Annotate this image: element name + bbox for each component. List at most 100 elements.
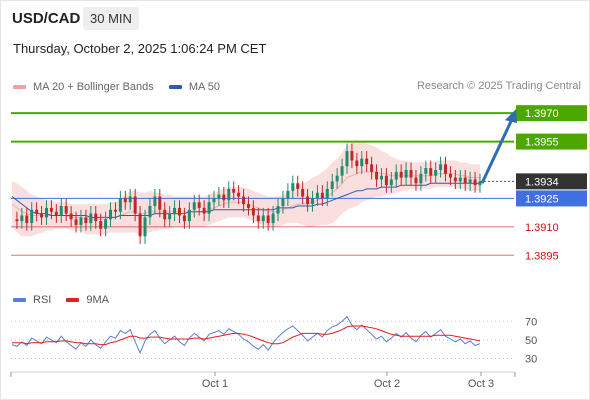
candle-body: [414, 177, 418, 184]
candle-body: [251, 207, 255, 216]
symbol-title: USD/CAD: [12, 10, 81, 27]
candle-body: [286, 190, 290, 199]
candle-body: [419, 173, 423, 184]
candle-body: [434, 170, 438, 176]
candle-body: [320, 192, 324, 199]
candle-body: [325, 188, 329, 199]
candle-body: [94, 213, 98, 222]
rsi-tick-2: 30: [525, 354, 537, 366]
candle-body: [168, 213, 172, 220]
candle-body: [153, 196, 157, 206]
candle-body: [370, 164, 374, 172]
ma9-swatch: [66, 298, 80, 302]
candle-body: [315, 192, 319, 199]
candle-body: [379, 175, 383, 180]
candle-body: [261, 215, 265, 222]
candle-body: [439, 164, 443, 170]
candle-body: [163, 209, 167, 220]
datetime-label: Thursday, October 2, 2025 1:06:24 PM CET: [13, 41, 267, 56]
candle-body: [40, 213, 44, 218]
level-label-4: 1.3910: [525, 222, 559, 234]
candle-body: [113, 209, 117, 212]
level-label-2: 1.3934: [525, 176, 559, 188]
legend-ma9: 9MA: [66, 294, 109, 306]
candle-body: [49, 207, 53, 212]
candle-body: [478, 181, 482, 186]
candle-body: [25, 215, 29, 224]
candle-body: [330, 181, 334, 189]
candle-body: [182, 215, 186, 222]
candle-body: [89, 213, 93, 224]
level-label-3: 1.3925: [525, 193, 559, 205]
x-tick-label-2: Oct 3: [468, 378, 494, 390]
candle-body: [54, 211, 58, 216]
candle-body: [394, 171, 398, 180]
candle-body: [217, 194, 221, 199]
candle-body: [207, 202, 211, 214]
candle-body: [158, 196, 162, 210]
candle-body: [123, 198, 127, 203]
candle-body: [143, 217, 147, 237]
timeframe-badge[interactable]: 30 MIN: [83, 7, 139, 30]
legend-ma50-label: MA 50: [188, 81, 221, 93]
candle-body: [118, 198, 122, 212]
candle-body: [306, 196, 310, 205]
candle-body: [291, 183, 295, 191]
candle-body: [69, 213, 73, 220]
candle-body: [246, 204, 250, 208]
candle-body: [301, 188, 305, 197]
level-box-0: [516, 105, 587, 122]
candle-body: [335, 175, 339, 182]
candle-body: [227, 188, 231, 201]
candle-body: [340, 166, 344, 176]
candle-body: [15, 219, 19, 222]
candle-body: [109, 209, 113, 220]
candle-body: [133, 196, 137, 214]
candle-body: [30, 209, 34, 224]
candle-body: [365, 158, 369, 165]
candle-body: [237, 192, 241, 197]
candle-body: [74, 219, 78, 225]
candle-body: [187, 209, 191, 222]
candle-body: [20, 215, 24, 222]
candle-body: [59, 206, 63, 216]
level-label-5: 1.3895: [525, 250, 559, 262]
copyright-text: Research © 2025 Trading Central: [416, 80, 581, 92]
candle-body: [256, 215, 260, 222]
legend-ma50: MA 50: [168, 81, 221, 93]
candle-body: [222, 194, 226, 201]
candle-body: [404, 170, 408, 178]
candle-body: [463, 177, 467, 184]
candle-body: [355, 160, 359, 167]
candle-body: [64, 206, 68, 214]
candle-body: [384, 175, 388, 186]
candle-body: [399, 171, 403, 178]
candle-body: [212, 198, 216, 203]
candle-body: [345, 151, 349, 167]
rsi-ma9-line: [12, 325, 481, 346]
legend-rsi: RSI: [13, 294, 51, 306]
candle-body: [429, 168, 433, 176]
candle-body: [271, 213, 275, 224]
candle-body: [177, 207, 181, 216]
price-legend: MA 20 + Bollinger Bands MA 50: [13, 80, 232, 93]
level-box-3: [516, 190, 587, 207]
candle-body: [444, 164, 448, 174]
candle-body: [44, 207, 48, 218]
bollinger-swatch: [13, 85, 26, 89]
candle-body: [375, 171, 379, 180]
candle-body: [458, 177, 462, 182]
forecast-arrow-shaft: [480, 118, 514, 184]
x-tick-label-1: Oct 2: [374, 378, 400, 390]
candle-body: [350, 151, 354, 161]
rsi-tick-0: 70: [525, 316, 537, 328]
x-tick-label-0: Oct 1: [202, 378, 228, 390]
candle-body: [192, 202, 196, 210]
rsi-swatch: [13, 298, 26, 302]
legend-ma9-label: 9MA: [86, 294, 110, 306]
rsi-legend: RSI 9MA: [13, 293, 121, 306]
candle-body: [173, 207, 177, 214]
candle-body: [281, 198, 285, 206]
candle-body: [148, 206, 152, 218]
